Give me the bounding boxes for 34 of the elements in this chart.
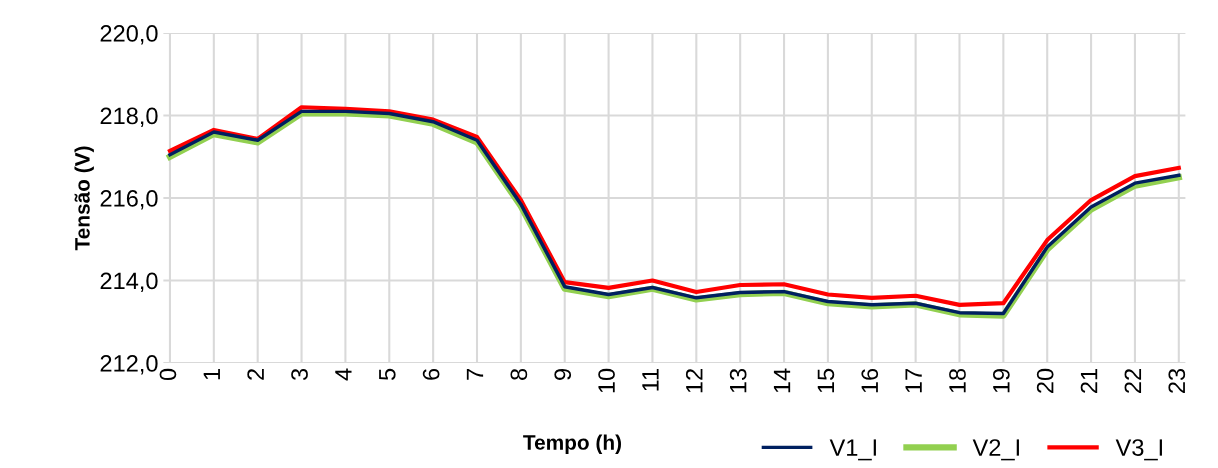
x-tick-label: 20 <box>1036 368 1054 393</box>
y-tick-label: 220,0 <box>100 25 158 45</box>
x-tick-label: 10 <box>598 368 615 393</box>
x-tick-label: 4 <box>335 368 352 381</box>
y-axis-title: Tensão (V) <box>74 146 94 251</box>
x-tick-label: 8 <box>510 368 528 380</box>
y-tick-label: 216,0 <box>100 190 158 210</box>
x-tick-label: 18 <box>949 368 966 393</box>
x-tick-label: 22 <box>1124 369 1142 393</box>
x-tick-label: 6 <box>422 368 440 380</box>
x-tick-label: 19 <box>992 368 1010 393</box>
x-tick-label: 17 <box>905 369 922 393</box>
x-tick-label: 11 <box>642 369 659 391</box>
x-tick-label: 13 <box>729 368 747 393</box>
legend-label: V3_I <box>1115 439 1162 461</box>
legend-label: V2_I <box>972 439 1019 461</box>
x-tick-label: 7 <box>466 369 484 380</box>
x-tick-label: 0 <box>159 368 177 381</box>
x-tick-label: 2 <box>247 369 264 380</box>
x-tick-label: 16 <box>861 368 879 393</box>
legend-label: V1_I <box>829 439 876 461</box>
x-axis-title: Tempo (h) <box>523 434 621 454</box>
x-tick-label: 12 <box>685 369 703 393</box>
x-tick-label: 9 <box>554 368 572 380</box>
x-tick-label: 23 <box>1168 368 1186 393</box>
x-tick-label: 3 <box>291 368 308 381</box>
x-tick-label: 5 <box>379 368 396 381</box>
x-tick-label: 14 <box>773 368 791 393</box>
x-tick-label: 21 <box>1080 369 1098 393</box>
x-tick-label: 1 <box>203 369 220 380</box>
y-tick-label: 218,0 <box>100 107 158 128</box>
x-tick-label: 15 <box>817 368 835 393</box>
y-tick-label: 214,0 <box>100 272 158 293</box>
y-tick-label: 212,0 <box>100 355 158 375</box>
